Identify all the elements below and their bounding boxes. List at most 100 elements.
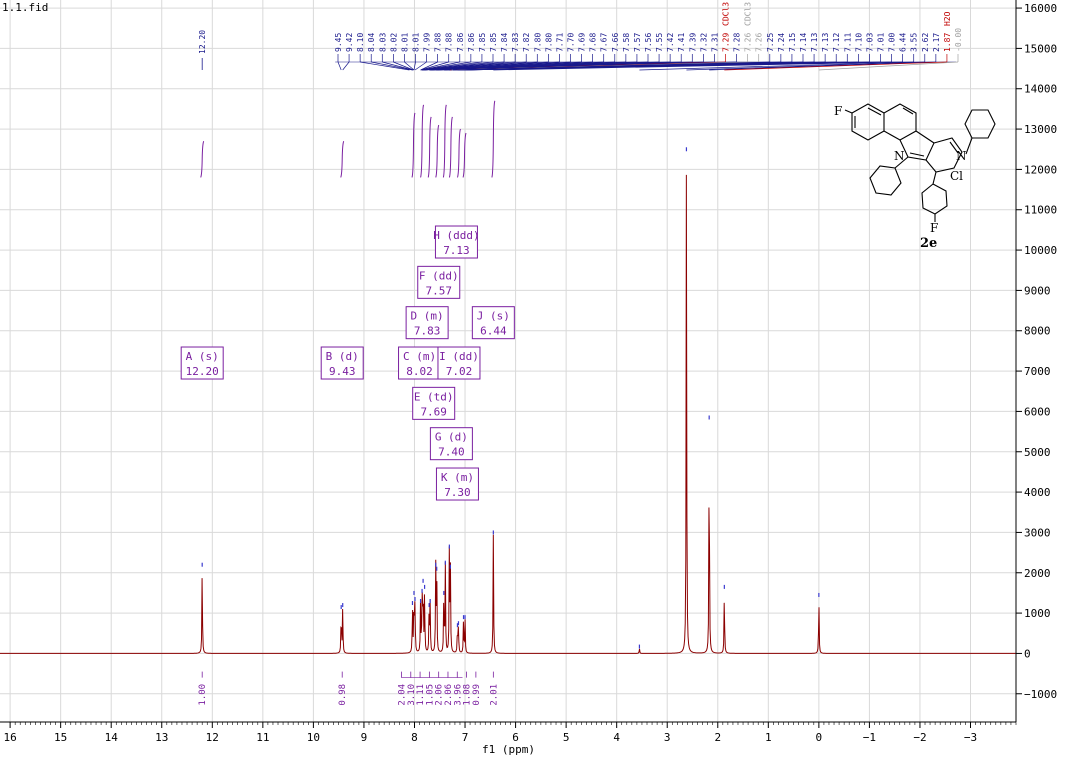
y-tick-label: 0 xyxy=(1024,647,1031,660)
peak-label-connector xyxy=(342,61,350,71)
x-tick-label: 10 xyxy=(307,731,320,744)
multiplet-B: B (d) 9.43 xyxy=(320,346,364,380)
multiplet-title: F (dd) xyxy=(419,269,459,282)
x-tick-label: 6 xyxy=(512,731,519,744)
solvent-label-cdcl3-ref: CDCl3 xyxy=(744,2,753,26)
struct-atom-f2: F xyxy=(930,221,938,235)
multiplet-box xyxy=(412,386,456,420)
x-axis-title: f1 (ppm) xyxy=(482,743,535,756)
peak-label-text: 7.13 xyxy=(810,33,819,52)
y-tick-label: 8000 xyxy=(1024,325,1051,338)
struct-bond xyxy=(949,141,959,154)
struct-ring-b xyxy=(883,103,917,141)
x-tick-label: −3 xyxy=(964,731,977,744)
x-tick-label: 0 xyxy=(816,731,823,744)
peak-label-text: 7.39 xyxy=(688,33,697,52)
peak-label-text: 7.01 xyxy=(877,33,886,52)
integral-curve xyxy=(462,132,467,178)
multiplet-shift: 7.69 xyxy=(420,405,447,418)
multiplet-shift: 7.83 xyxy=(414,325,441,338)
peak-label-text: 7.70 xyxy=(567,33,576,52)
peak-label-connector xyxy=(382,61,414,71)
y-tick-label: −1000 xyxy=(1024,688,1057,701)
multiplet-shift: 7.02 xyxy=(446,365,473,378)
multiplet-title: D (m) xyxy=(411,310,444,323)
struct-bond xyxy=(932,171,937,185)
peak-label-text: 8.01 xyxy=(412,33,421,52)
multiplet-box xyxy=(437,346,481,380)
multiplet-J: J (s) 6.44 xyxy=(471,306,515,340)
peak-label-text: 7.83 xyxy=(511,33,520,52)
peak-label-text: 7.69 xyxy=(578,33,587,52)
integral-value: 2.04 xyxy=(397,684,407,706)
integral-value: 1.11 xyxy=(416,684,426,706)
multiplet-box xyxy=(429,427,473,461)
integral-value: 0.98 xyxy=(338,684,348,706)
peak-label-text: -0.00 xyxy=(954,28,963,52)
peak-label-text: 7.82 xyxy=(522,33,531,52)
integral-value: 0.99 xyxy=(472,684,482,706)
multiplet-box xyxy=(417,265,461,299)
integral-curve xyxy=(411,112,416,178)
grid-lines xyxy=(0,0,1016,722)
spectrum-trace xyxy=(0,147,1016,654)
y-tick-label: 9000 xyxy=(1024,284,1051,297)
integral-value: 2.06 xyxy=(435,684,445,706)
multiplet-G: G (d) 7.40 xyxy=(429,427,473,461)
solvent-label-cdcl3: CDCl3 xyxy=(722,2,731,26)
multiplet-box xyxy=(398,346,442,380)
peak-label-text: 7.58 xyxy=(622,33,631,52)
multiplet-box xyxy=(435,467,479,501)
peak-label-text: 2.62 xyxy=(921,33,930,52)
integral-curve xyxy=(435,124,440,178)
x-tick-label: 14 xyxy=(105,731,119,744)
x-tick-label: 4 xyxy=(613,731,620,744)
integral-curves xyxy=(200,100,496,178)
x-tick-label: 13 xyxy=(155,731,168,744)
peak-label-text: 7.99 xyxy=(423,33,432,52)
multiplet-title: B (d) xyxy=(326,350,359,363)
peak-label-text: 8.04 xyxy=(367,33,376,52)
peak-label-text: 9.45 xyxy=(334,33,343,52)
multiplet-box xyxy=(471,306,515,340)
multiplet-title: K (m) xyxy=(441,471,474,484)
peak-labels: 9.45 9.42 8.10 8.04 8.03 8.02 8.01 8.01 7.99 7.88… xyxy=(198,2,963,71)
peak-label-text: 7.12 xyxy=(832,33,841,52)
chemical-structure xyxy=(844,103,996,222)
x-tick-label: 1 xyxy=(765,731,772,744)
peak-label-connector xyxy=(639,61,914,71)
y-tick-label: 5000 xyxy=(1024,446,1051,459)
struct-bond xyxy=(909,152,925,157)
struct-bond xyxy=(894,156,909,169)
x-tick-label: 5 xyxy=(563,731,570,744)
peak-label-connector xyxy=(393,61,414,71)
y-tick-label: 14000 xyxy=(1024,83,1057,96)
peak-label-text: 7.86 xyxy=(467,33,476,52)
peak-label-text: 7.80 xyxy=(544,33,553,52)
peak-label-text: 7.84 xyxy=(500,33,509,52)
multiplet-A: A (s) 12.20 xyxy=(180,346,224,380)
integral-curve xyxy=(200,140,205,178)
y-tick-label: 15000 xyxy=(1024,42,1057,55)
multiplet-shift: 7.57 xyxy=(426,284,453,297)
peak-label-text: 8.03 xyxy=(378,33,387,52)
peak-label-text: 7.80 xyxy=(533,33,542,52)
peak-label-connector xyxy=(413,61,416,71)
x-tick-label: 16 xyxy=(3,731,16,744)
peak-label-text: 7.10 xyxy=(854,33,863,52)
x-tick-label: −2 xyxy=(913,731,926,744)
y-tick-label: 4000 xyxy=(1024,486,1051,499)
multiplet-box xyxy=(180,346,224,380)
struct-atom-cl: Cl xyxy=(950,169,963,183)
peak-label-text: 8.10 xyxy=(356,33,365,52)
peak-label-connector xyxy=(414,61,427,71)
peak-label-text: 8.02 xyxy=(389,33,398,52)
y-tick-label: 13000 xyxy=(1024,123,1057,136)
integral-curve xyxy=(340,140,345,178)
x-tick-label: −1 xyxy=(863,731,876,744)
peak-label-connector xyxy=(360,61,410,71)
multiplet-title: E (td) xyxy=(414,390,454,403)
struct-ring-benzyl xyxy=(964,109,996,139)
solvent-label-h2o: H2O xyxy=(943,11,952,26)
peak-label-text: 7.25 xyxy=(766,33,775,52)
